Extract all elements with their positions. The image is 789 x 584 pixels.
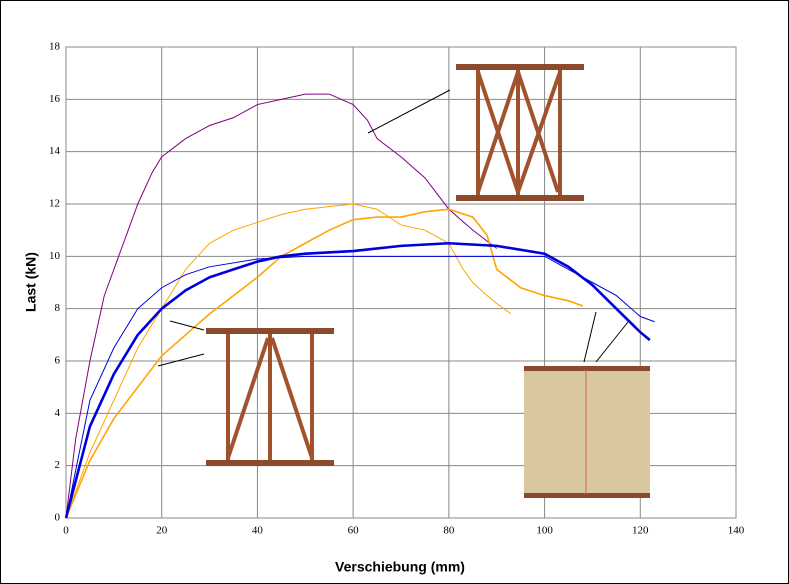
- x-tick-label: 140: [728, 525, 745, 537]
- y-tick-label: 2: [55, 459, 61, 471]
- x-tick-label: 80: [443, 525, 455, 537]
- x-tick-label: 20: [156, 525, 168, 537]
- x-tick-label: 100: [536, 525, 553, 537]
- y-tick-label: 16: [49, 93, 61, 105]
- page: {"chart_data":{"type":"line","x_label":"…: [0, 0, 789, 584]
- y-tick-label: 10: [49, 250, 61, 262]
- y-tick-label: 18: [49, 41, 61, 53]
- y-tick-label: 12: [49, 198, 60, 210]
- y-axis-label: Last (kN): [23, 252, 39, 312]
- x-tick-label: 120: [632, 525, 649, 537]
- chart: 0 2 4 6 8 10 12 14 16 18 0 20 40 60 80 100 120 140 Versch…: [0, 0, 789, 584]
- y-tick-label: 8: [55, 302, 61, 314]
- x-tick-label: 60: [348, 525, 360, 537]
- y-tick-label: 0: [55, 512, 61, 524]
- y-tick-label: 14: [49, 145, 61, 157]
- y-tick-label: 6: [55, 355, 61, 367]
- x-axis-label: Verschiebung (mm): [335, 559, 465, 575]
- frame: [1, 1, 789, 584]
- x-tick-label: 0: [63, 525, 69, 537]
- x-tick-label: 40: [252, 525, 264, 537]
- y-tick-label: 4: [55, 407, 61, 419]
